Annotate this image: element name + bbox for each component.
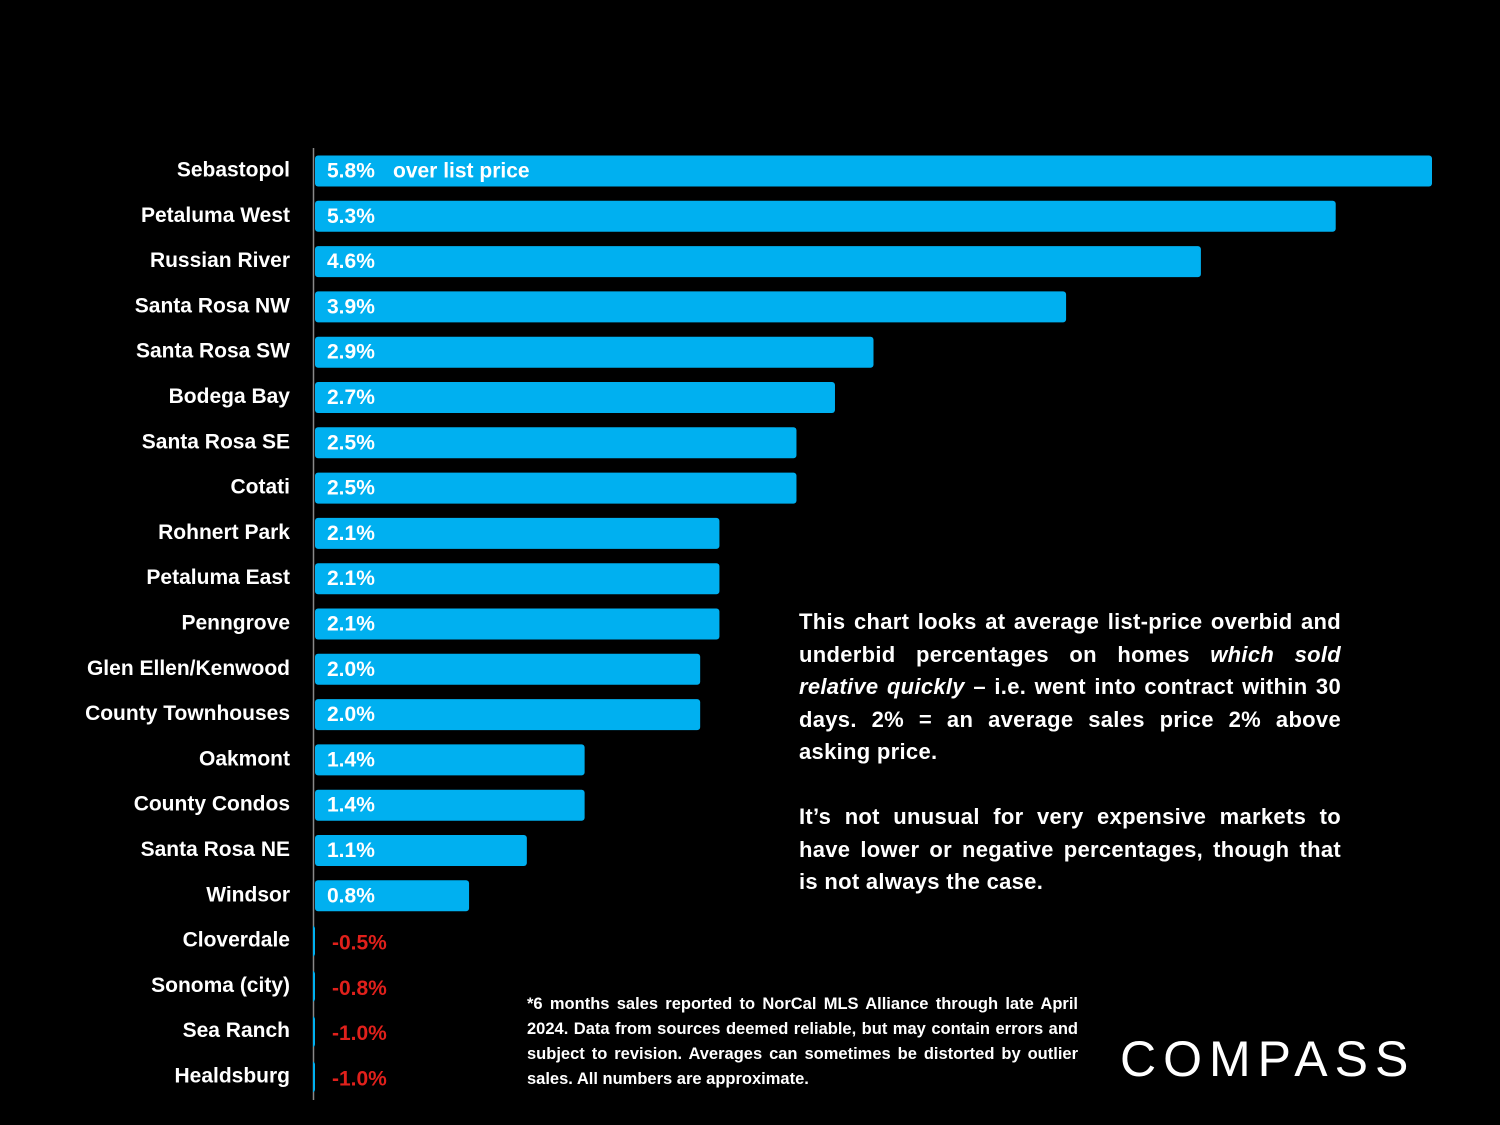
value-label: -1.0% bbox=[332, 1068, 387, 1091]
bar bbox=[313, 1061, 315, 1093]
bar bbox=[315, 427, 797, 459]
bar-annotation: over list price bbox=[393, 160, 530, 183]
chart-subtitle: on Home Sales Accepting Offers within 30… bbox=[84, 85, 661, 113]
category-label: Bodega Bay bbox=[169, 385, 291, 408]
bar bbox=[315, 653, 701, 685]
bar bbox=[313, 971, 315, 1002]
value-label: 2.1% bbox=[327, 522, 375, 545]
value-label: 2.5% bbox=[327, 431, 375, 454]
value-label: 1.1% bbox=[327, 839, 375, 862]
value-label: 5.3% bbox=[327, 205, 375, 228]
category-label: County Condos bbox=[134, 793, 290, 816]
value-label: 2.1% bbox=[327, 613, 375, 636]
category-label: Sebastopol bbox=[177, 159, 290, 182]
value-label: 2.0% bbox=[327, 658, 375, 681]
bar bbox=[315, 789, 585, 821]
category-label: Sea Ranch bbox=[183, 1019, 290, 1042]
value-label: -0.8% bbox=[332, 977, 387, 1000]
value-label: 2.1% bbox=[327, 567, 375, 590]
explanation-text: which sold relative quickly bbox=[799, 641, 1341, 700]
explanation-text: This chart looks at average list-price o… bbox=[799, 609, 1341, 667]
bar bbox=[313, 925, 315, 957]
category-label: Penngrove bbox=[181, 612, 290, 635]
category-label: Santa Rosa NE bbox=[141, 838, 290, 861]
explanation-text: It’s not unusual for very expensive mark… bbox=[799, 804, 1341, 894]
value-label: -1.0% bbox=[332, 1022, 387, 1045]
explanation-text: – i.e. went into contract within 30 days… bbox=[799, 674, 1341, 764]
bar bbox=[315, 744, 585, 776]
bar bbox=[315, 699, 701, 731]
chart-title: Sonoma County: Overbidding Asking Price bbox=[84, 32, 739, 68]
bar bbox=[315, 382, 835, 413]
bar bbox=[315, 517, 720, 549]
bar bbox=[315, 472, 797, 504]
value-label: 1.4% bbox=[327, 748, 375, 771]
value-label: 0.8% bbox=[327, 884, 375, 907]
bar bbox=[315, 835, 527, 866]
value-label: 4.6% bbox=[327, 250, 375, 273]
bar bbox=[315, 608, 720, 640]
category-label: Healdsburg bbox=[174, 1065, 290, 1088]
category-label: Cotati bbox=[231, 476, 291, 499]
bar bbox=[313, 1016, 315, 1048]
category-label: Santa Rosa SE bbox=[142, 430, 290, 453]
explanation: It’s not unusual for very expensive mark… bbox=[799, 801, 1341, 899]
category-label: Rohnert Park bbox=[158, 521, 290, 544]
bar bbox=[315, 291, 1067, 323]
bar bbox=[315, 155, 1432, 187]
chart-note: House sales except as specifically indic… bbox=[977, 89, 1397, 111]
bars bbox=[313, 155, 1432, 1093]
value-label: 2.7% bbox=[327, 386, 375, 409]
value-label: 3.9% bbox=[327, 295, 375, 318]
category-label: Cloverdale bbox=[183, 929, 290, 952]
bar bbox=[315, 880, 470, 912]
category-label: Russian River bbox=[150, 249, 290, 272]
category-label: Sonoma (city) bbox=[151, 974, 290, 997]
value-label: 2.9% bbox=[327, 341, 375, 364]
value-label: 1.4% bbox=[327, 794, 375, 817]
category-label: Santa Rosa SW bbox=[136, 340, 290, 363]
bar bbox=[315, 246, 1201, 278]
logo: COMPASS bbox=[1120, 1031, 1416, 1087]
value-label: 5.8% bbox=[327, 160, 375, 183]
category-label: Windsor bbox=[206, 883, 290, 906]
category-label: Santa Rosa NW bbox=[135, 294, 290, 317]
value-label: -0.5% bbox=[332, 932, 387, 955]
value-label: 2.0% bbox=[327, 703, 375, 726]
bar bbox=[315, 563, 720, 595]
category-label: Petaluma West bbox=[141, 204, 290, 227]
category-label: Oakmont bbox=[199, 747, 290, 770]
category-label: County Townhouses bbox=[85, 702, 290, 725]
value-label: 2.5% bbox=[327, 477, 375, 500]
category-label: Glen Ellen/Kenwood bbox=[87, 657, 290, 680]
bar bbox=[315, 200, 1336, 232]
explanation: This chart looks at average list-price o… bbox=[799, 606, 1341, 769]
category-label: Petaluma East bbox=[146, 566, 290, 589]
footnote: *6 months sales reported to NorCal MLS A… bbox=[527, 995, 1078, 1088]
bar bbox=[315, 336, 874, 368]
